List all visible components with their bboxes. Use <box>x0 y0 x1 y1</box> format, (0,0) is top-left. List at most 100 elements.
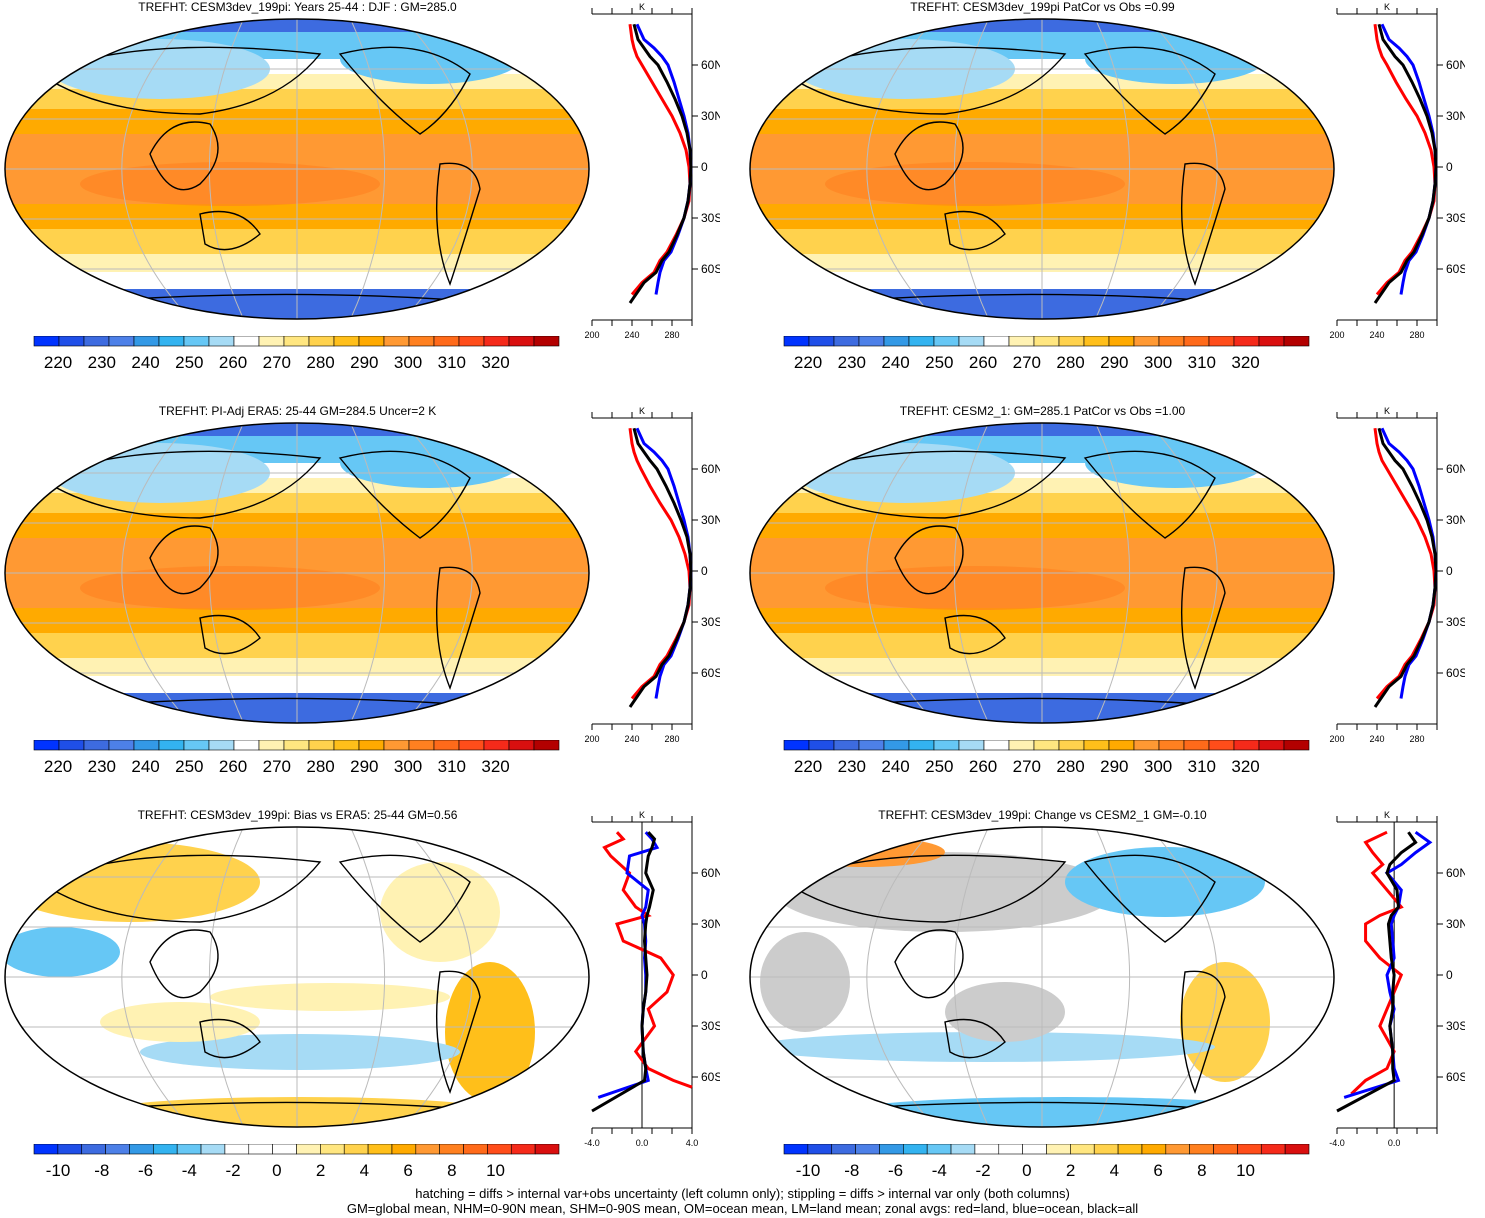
colorbar-swatch <box>1033 336 1060 347</box>
longitude-gridline <box>1148 19 1218 319</box>
longitude-gridline <box>1148 423 1218 723</box>
colorbar-swatch <box>108 740 135 751</box>
anomaly-region <box>755 1032 1215 1062</box>
colorbar-swatch <box>233 336 260 347</box>
colorbar-swatch <box>808 336 835 347</box>
colorbar-tick-label: -10 <box>796 1161 821 1180</box>
zonal-series-all <box>591 831 657 1113</box>
longitude-gridline <box>1095 19 1131 319</box>
colorbar-swatch <box>58 740 85 751</box>
longitude-gridline <box>866 19 936 319</box>
colorbar-swatch <box>1258 336 1285 347</box>
colorbar-swatch <box>1008 336 1035 347</box>
colorbar-swatch <box>458 336 485 347</box>
colorbar-swatch <box>200 1144 226 1155</box>
colorbar-tick-label: 4 <box>360 1161 369 1180</box>
latitude-tick-label: 60N <box>701 866 720 880</box>
panel-title: TREFHT: CESM2_1: GM=285.1 PatCor vs Obs … <box>899 404 1186 418</box>
latitude-tick-label: 0 <box>1446 968 1453 982</box>
zonal-x-tick-label: 240 <box>1369 734 1384 744</box>
longitude-gridline <box>953 423 989 723</box>
coastline <box>783 46 1067 115</box>
colorbar-swatch <box>883 336 910 347</box>
colorbar-tick-label: -10 <box>46 1161 71 1180</box>
panel-change-vs-cesm2: TREFHT: CESM3dev_199pi: Change vs CESM2_… <box>745 808 1485 1188</box>
colorbar-swatch <box>183 740 210 751</box>
colorbar-tick-label: 230 <box>838 757 866 776</box>
zonal-mean-plot: K 60N 30N 0 30S 60S -4.0 0.0 <box>1329 810 1465 1148</box>
colorbar-swatch <box>783 336 810 347</box>
zonal-series-land <box>628 428 692 700</box>
colorbar-swatch <box>358 336 385 347</box>
warm-pool-region <box>825 566 1125 610</box>
anomaly-region <box>380 862 500 962</box>
colorbar-tick-label: 300 <box>1144 757 1172 776</box>
latitude-tick-label: 30S <box>701 615 720 629</box>
zonal-unit-label: K <box>1384 810 1390 820</box>
colorbar-tick-label: 280 <box>1056 757 1084 776</box>
latitude-tick-label: 60N <box>701 462 720 476</box>
coastline <box>149 929 219 999</box>
colorbar-swatch <box>1083 740 1110 751</box>
colorbar-tick-label: 4 <box>1110 1161 1119 1180</box>
colorbar-tick-label: 320 <box>481 757 509 776</box>
colorbar-swatch <box>833 740 860 751</box>
colorbar-swatch <box>1093 1144 1119 1155</box>
colorbar-tick-label: 240 <box>881 757 909 776</box>
colorbar-swatch <box>308 740 335 751</box>
latitude-tick-label: 60N <box>1446 866 1465 880</box>
latitude-tick-label: 30S <box>1446 615 1465 629</box>
latitude-tick-label: 30S <box>701 1019 720 1033</box>
anomaly-region <box>845 1097 1285 1127</box>
colorbar-swatch <box>1283 336 1310 347</box>
footer-legend-note: hatching = diffs > internal var+obs unce… <box>0 1186 1485 1216</box>
colorbar-swatch <box>510 1144 536 1155</box>
latitude-tick-label: 60S <box>1446 1070 1465 1084</box>
zonal-mean-plot: K 60N 30N 0 30S 60S 200 240 280 <box>1329 2 1465 340</box>
colorbar-tick-label: 220 <box>794 757 822 776</box>
zonal-series-all <box>1373 23 1438 304</box>
colorbar-swatch <box>33 1144 59 1155</box>
colorbar-swatch <box>858 740 885 751</box>
colorbar-swatch <box>439 1144 464 1155</box>
colorbar-tick-label: 220 <box>44 757 72 776</box>
coastline <box>38 450 322 519</box>
colorbar-swatch <box>950 1144 976 1155</box>
anomaly-region <box>945 982 1065 1042</box>
colorbar-swatch <box>1033 740 1060 751</box>
colorbar-swatch <box>858 336 885 347</box>
colorbar-swatch <box>1108 740 1135 751</box>
colorbar-swatch <box>983 336 1010 347</box>
colorbar-swatch <box>1058 336 1085 347</box>
colorbar-swatch <box>308 336 335 347</box>
colorbar-swatch <box>926 1144 952 1155</box>
colorbar: 220 230 240 250 260 270 280 290 300 310 320 <box>33 740 560 776</box>
colorbar-tick-label: 6 <box>403 1161 412 1180</box>
zonal-x-tick-label: -4.0 <box>584 1138 600 1148</box>
zonal-series-land <box>602 831 693 1089</box>
colorbar-swatch <box>908 336 935 347</box>
colorbar-swatch <box>153 1144 178 1155</box>
footer-line-1: hatching = diffs > internal var+obs unce… <box>415 1186 1070 1201</box>
zonal-series-land <box>1373 24 1437 296</box>
latitude-tick-label: 0 <box>1446 160 1453 174</box>
map-robinson <box>749 18 1335 320</box>
map-border <box>749 18 1335 320</box>
latitude-tick-label: 60S <box>1446 666 1465 680</box>
latitude-tick-label: 30N <box>1446 917 1465 931</box>
colorbar-tick-label: 270 <box>1013 757 1041 776</box>
colorbar-swatch <box>320 1144 345 1155</box>
colorbar-tick-label: 300 <box>394 353 422 372</box>
colorbar-tick-label: 300 <box>1144 353 1172 372</box>
anomaly-region <box>5 927 120 977</box>
anomaly-region <box>760 932 850 1032</box>
colorbar-swatch <box>1189 1144 1214 1155</box>
map-field <box>750 827 1334 1127</box>
colorbar-swatch <box>783 1144 809 1155</box>
colorbar-swatch <box>33 740 60 751</box>
coastline <box>944 614 1006 655</box>
anomaly-region <box>100 1097 500 1127</box>
colorbar-swatch <box>483 740 510 751</box>
panel-title: TREFHT: CESM3dev_199pi PatCor vs Obs =0.… <box>910 0 1175 14</box>
zonal-unit-label: K <box>1384 2 1390 12</box>
